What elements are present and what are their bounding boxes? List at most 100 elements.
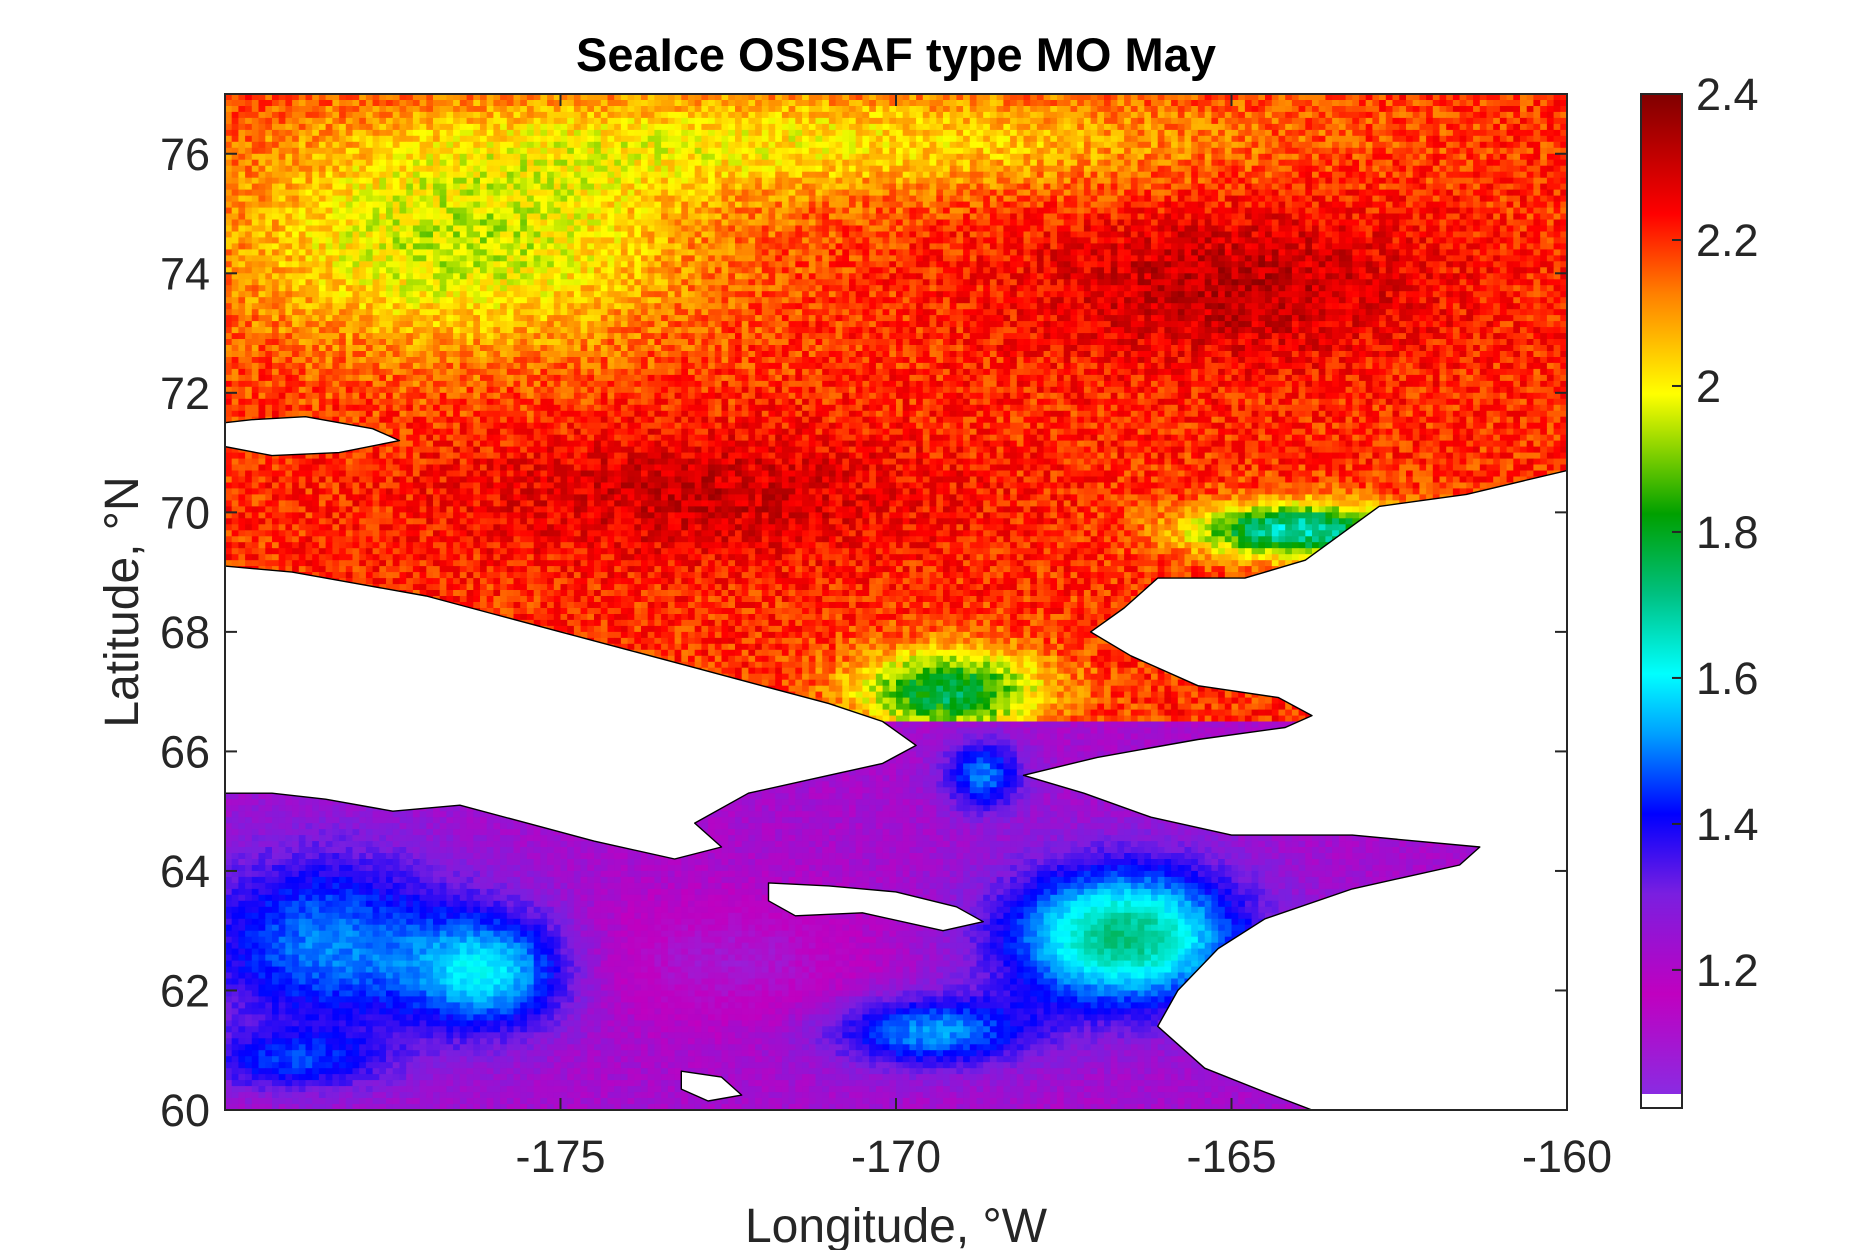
heatmap-cell [339, 232, 346, 239]
heatmap-cell [923, 220, 930, 227]
heatmap-cell [1003, 118, 1010, 125]
heatmap-cell [460, 166, 467, 173]
heatmap-cell [238, 118, 245, 125]
heatmap-cell [816, 208, 823, 215]
heatmap-cell [695, 130, 702, 137]
heatmap-cell [1158, 136, 1165, 143]
heatmap-cell [675, 178, 682, 185]
heatmap-cell [1513, 148, 1520, 155]
heatmap-cell [1211, 220, 1218, 227]
heatmap-cell [252, 124, 259, 131]
heatmap-cell [1426, 184, 1433, 191]
heatmap-cell [306, 220, 313, 227]
heatmap-cell [453, 214, 460, 221]
heatmap-cell [889, 196, 896, 203]
heatmap-cell [446, 166, 453, 173]
heatmap-cell [990, 130, 997, 137]
heatmap-cell [232, 166, 239, 173]
heatmap-cell [641, 190, 648, 197]
heatmap-cell [601, 136, 608, 143]
heatmap-cell [936, 154, 943, 161]
heatmap-cell [594, 226, 601, 233]
heatmap-cell [1460, 196, 1467, 203]
heatmap-cell [1346, 160, 1353, 167]
heatmap-cell [507, 148, 514, 155]
heatmap-cell [1017, 160, 1024, 167]
heatmap-cell [842, 202, 849, 209]
heatmap-cell [1332, 172, 1339, 179]
heatmap-cell [614, 124, 621, 131]
heatmap-cell [238, 100, 245, 107]
heatmap-cell [789, 130, 796, 137]
heatmap-cell [1010, 100, 1017, 107]
heatmap-cell [1500, 178, 1507, 185]
heatmap-cell [514, 136, 521, 143]
heatmap-cell [238, 214, 245, 221]
heatmap-cell [1500, 106, 1507, 113]
heatmap-cell [1567, 208, 1574, 215]
heatmap-cell [608, 118, 615, 125]
heatmap-cell [1460, 136, 1467, 143]
heatmap-cell [1299, 106, 1306, 113]
heatmap-cell [1258, 196, 1265, 203]
heatmap-cell [782, 178, 789, 185]
heatmap-cell [970, 172, 977, 179]
heatmap-cell [1064, 154, 1071, 161]
heatmap-cell [775, 196, 782, 203]
heatmap-cell [1279, 220, 1286, 227]
heatmap-cell [473, 142, 480, 149]
heatmap-cell [1111, 148, 1118, 155]
heatmap-cell [896, 130, 903, 137]
heatmap-cell [889, 136, 896, 143]
heatmap-cell [735, 130, 742, 137]
heatmap-cell [265, 172, 272, 179]
heatmap-cell [1252, 178, 1259, 185]
heatmap-cell [782, 154, 789, 161]
heatmap-cell [1346, 208, 1353, 215]
heatmap-cell [634, 154, 641, 161]
heatmap-cell [997, 124, 1004, 131]
heatmap-cell [695, 166, 702, 173]
heatmap-cell [393, 208, 400, 215]
heatmap-cell [1057, 220, 1064, 227]
heatmap-cell [661, 190, 668, 197]
heatmap-cell [1399, 196, 1406, 203]
heatmap-cell [816, 106, 823, 113]
heatmap-cell [406, 112, 413, 119]
heatmap-cell [950, 196, 957, 203]
heatmap-cell [856, 184, 863, 191]
heatmap-cell [943, 232, 950, 239]
heatmap-cell [1104, 160, 1111, 167]
heatmap-cell [977, 226, 984, 233]
heatmap-cell [1393, 214, 1400, 221]
heatmap-cell [1037, 112, 1044, 119]
heatmap-cell [547, 226, 554, 233]
heatmap-cell [956, 142, 963, 149]
heatmap-cell [1272, 178, 1279, 185]
heatmap-cell [1138, 226, 1145, 233]
heatmap-cell [480, 100, 487, 107]
heatmap-cell [1312, 208, 1319, 215]
heatmap-cell [400, 100, 407, 107]
heatmap-cell [621, 232, 628, 239]
heatmap-cell [608, 148, 615, 155]
heatmap-cell [480, 196, 487, 203]
heatmap-cell [326, 220, 333, 227]
heatmap-cell [1359, 190, 1366, 197]
heatmap-cell [963, 136, 970, 143]
heatmap-cell [1493, 214, 1500, 221]
heatmap-cell [379, 202, 386, 209]
heatmap-cell [426, 237, 433, 244]
heatmap-cell [507, 124, 514, 131]
heatmap-cell [1487, 130, 1494, 137]
heatmap-cell [1071, 154, 1078, 161]
heatmap-cell [379, 208, 386, 215]
heatmap-cell [520, 154, 527, 161]
heatmap-cell [1030, 124, 1037, 131]
heatmap-cell [601, 154, 608, 161]
heatmap-cell [990, 178, 997, 185]
heatmap-cell [789, 220, 796, 227]
heatmap-cell [279, 184, 286, 191]
heatmap-cell [1493, 172, 1500, 179]
heatmap-cell [527, 166, 534, 173]
